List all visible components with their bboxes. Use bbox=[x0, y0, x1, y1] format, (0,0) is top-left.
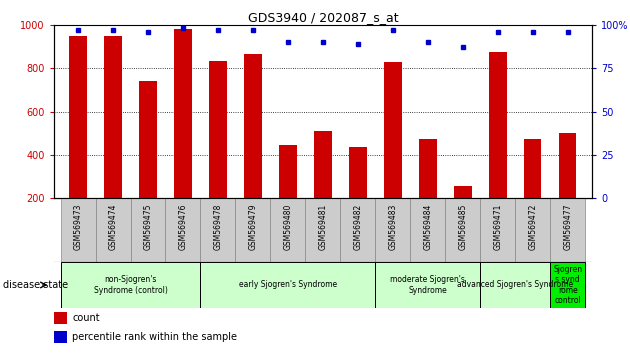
Bar bbox=[69, 36, 87, 198]
Bar bbox=[340, 198, 375, 262]
Text: GSM569480: GSM569480 bbox=[284, 203, 292, 250]
Bar bbox=[550, 262, 585, 308]
Bar bbox=[96, 198, 130, 262]
Text: disease state: disease state bbox=[3, 280, 68, 290]
Text: GSM569472: GSM569472 bbox=[528, 203, 537, 250]
Bar bbox=[550, 198, 585, 262]
Text: GSM569474: GSM569474 bbox=[108, 203, 118, 250]
Bar bbox=[279, 145, 297, 198]
Text: GSM569485: GSM569485 bbox=[458, 203, 467, 250]
Bar bbox=[559, 133, 576, 198]
Bar bbox=[130, 198, 166, 262]
Text: GSM569479: GSM569479 bbox=[248, 203, 258, 250]
Bar bbox=[445, 198, 480, 262]
Bar bbox=[60, 198, 96, 262]
Bar bbox=[60, 262, 200, 308]
Text: GSM569484: GSM569484 bbox=[423, 203, 432, 250]
Text: GSM569476: GSM569476 bbox=[178, 203, 188, 250]
Bar bbox=[375, 198, 410, 262]
Bar bbox=[200, 262, 375, 308]
Bar bbox=[236, 198, 270, 262]
Text: Sjogren
s synd
rome
control: Sjogren s synd rome control bbox=[553, 265, 582, 305]
Text: GSM569478: GSM569478 bbox=[214, 203, 222, 250]
Text: early Sjogren's Syndrome: early Sjogren's Syndrome bbox=[239, 280, 337, 290]
Bar bbox=[139, 81, 157, 198]
Bar bbox=[454, 186, 471, 198]
Bar bbox=[349, 147, 367, 198]
Text: advanced Sjogren's Syndrome: advanced Sjogren's Syndrome bbox=[457, 280, 573, 290]
Text: GSM569475: GSM569475 bbox=[144, 203, 152, 250]
Bar bbox=[54, 312, 67, 324]
Bar bbox=[384, 62, 401, 198]
Bar bbox=[489, 52, 507, 198]
Bar bbox=[200, 198, 236, 262]
Bar bbox=[166, 198, 200, 262]
Bar bbox=[244, 54, 261, 198]
Text: moderate Sjogren's
Syndrome: moderate Sjogren's Syndrome bbox=[391, 275, 465, 295]
Text: GSM569473: GSM569473 bbox=[74, 203, 83, 250]
Bar bbox=[375, 262, 480, 308]
Text: GSM569482: GSM569482 bbox=[353, 203, 362, 250]
Bar bbox=[524, 139, 541, 198]
Bar bbox=[175, 29, 192, 198]
Bar bbox=[270, 198, 306, 262]
Bar bbox=[314, 131, 331, 198]
Text: GSM569483: GSM569483 bbox=[388, 203, 398, 250]
Bar bbox=[306, 198, 340, 262]
Text: count: count bbox=[72, 313, 100, 323]
Bar bbox=[410, 198, 445, 262]
Bar bbox=[209, 61, 227, 198]
Title: GDS3940 / 202087_s_at: GDS3940 / 202087_s_at bbox=[248, 11, 398, 24]
Bar bbox=[105, 36, 122, 198]
Bar bbox=[54, 331, 67, 343]
Text: GSM569477: GSM569477 bbox=[563, 203, 572, 250]
Text: GSM569471: GSM569471 bbox=[493, 203, 502, 250]
Text: GSM569481: GSM569481 bbox=[318, 203, 328, 250]
Bar bbox=[419, 139, 437, 198]
Bar bbox=[480, 262, 550, 308]
Bar bbox=[515, 198, 550, 262]
Bar bbox=[480, 198, 515, 262]
Text: percentile rank within the sample: percentile rank within the sample bbox=[72, 332, 238, 342]
Text: non-Sjogren's
Syndrome (control): non-Sjogren's Syndrome (control) bbox=[94, 275, 168, 295]
